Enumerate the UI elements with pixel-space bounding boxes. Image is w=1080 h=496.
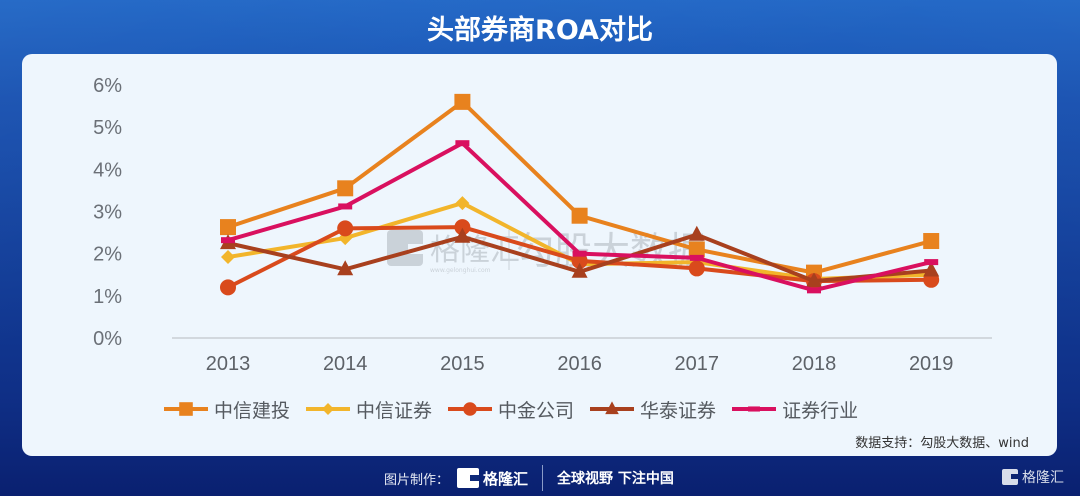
x-tick-label: 2015 <box>440 353 485 375</box>
legend-item: 华泰证券 <box>588 396 716 423</box>
made-by-label: 图片制作： <box>384 472 450 488</box>
legend-item: 证券行业 <box>730 396 858 423</box>
y-tick-label: 2% <box>93 244 122 266</box>
legend-label: 证券行业 <box>782 399 859 422</box>
footer-credit: 图片制作： 格隆汇 全球视野 下注中国 <box>384 465 674 491</box>
x-tick-label: 2018 <box>792 353 837 375</box>
legend-item: 中金公司 <box>446 396 574 423</box>
y-tick-label: 5% <box>93 117 122 139</box>
legend-label: 华泰证券 <box>640 399 717 422</box>
chart-legend: 中信建投 中信证券 中金公司 华泰证券 证券行业 <box>162 394 858 424</box>
x-tick-label: 2017 <box>675 353 720 375</box>
y-tick-label: 6% <box>93 75 122 97</box>
legend-item: 中信建投 <box>162 396 290 423</box>
corner-logo: 格隆汇 <box>1002 467 1064 487</box>
corner-g-icon <box>1002 469 1018 485</box>
footer-divider <box>542 465 544 491</box>
brand-logo: 格隆汇 <box>457 468 528 489</box>
y-tick-label: 0% <box>93 328 122 350</box>
brand-g-icon <box>457 468 480 488</box>
legend-label: 中金公司 <box>498 399 575 422</box>
x-tick-label: 2016 <box>557 353 602 375</box>
svg-text:www.gelonghui.com: www.gelonghui.com <box>430 267 491 274</box>
legend-label: 中信证券 <box>356 399 433 422</box>
legend-marker-icon <box>732 406 777 412</box>
y-tick-label: 3% <box>93 202 122 224</box>
legend-label: 中信建投 <box>214 399 291 422</box>
legend-marker-icon <box>306 403 351 415</box>
legend-item: 中信证券 <box>304 396 432 423</box>
y-tick-label: 1% <box>93 286 122 308</box>
x-tick-label: 2013 <box>206 353 251 375</box>
x-tick-label: 2019 <box>909 353 954 375</box>
legend-marker-icon <box>164 402 208 416</box>
brand-name: 格隆汇 <box>483 469 529 488</box>
page-title: 头部券商ROA对比 <box>427 15 653 46</box>
series-4 <box>221 140 939 294</box>
legend-marker-icon <box>448 402 493 416</box>
slogan: 全球视野 下注中国 <box>557 471 674 487</box>
corner-brand: 格隆汇 <box>1022 470 1064 486</box>
y-tick-label: 4% <box>93 159 122 181</box>
x-tick-label: 2014 <box>323 353 368 375</box>
legend-marker-icon <box>590 401 635 415</box>
footer-bar: 图片制作： 格隆汇 全球视野 下注中国 格隆汇 <box>0 458 1080 496</box>
chart-card: 0% 1% 2% 3% 4% 5% 6% 2013 2014 2015 2016 2017 2018 20… <box>22 54 1057 456</box>
data-source-note: 数据支持：勾股大数据、wind <box>855 436 1029 451</box>
line-chart: 0% 1% 2% 3% 4% 5% 6% 2013 2014 2015 2016 2017 2018 20… <box>93 75 992 375</box>
